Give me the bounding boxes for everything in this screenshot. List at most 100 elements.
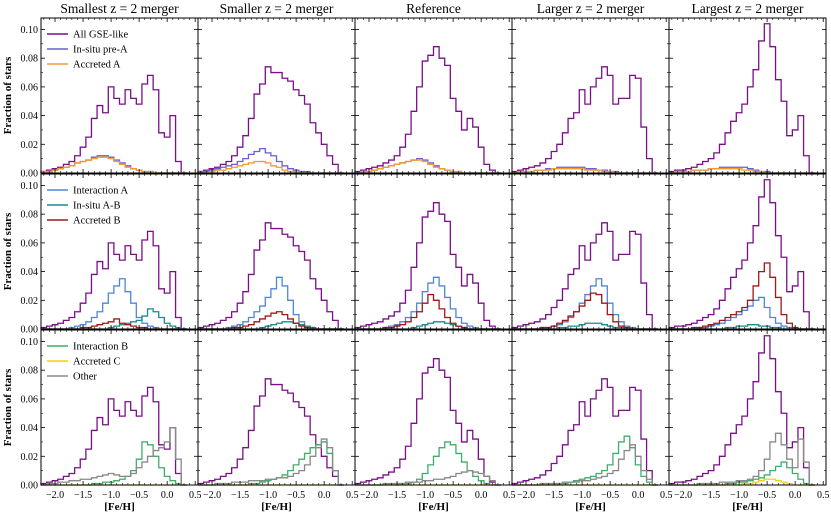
panel-r1-c5 <box>668 17 827 174</box>
series-all-gse-like-line <box>668 335 815 486</box>
x-tick-label: −0.5 <box>758 490 776 501</box>
y-tick-label: 0.10 <box>21 25 39 36</box>
series-all-gse-like-line <box>354 202 501 330</box>
series-all-gse-like-line <box>511 66 658 174</box>
panel-r2-c4 <box>511 173 670 330</box>
y-tick-label: 0.00 <box>21 481 39 492</box>
y-tick-label: 0.06 <box>21 238 39 249</box>
series-all-gse-like-line <box>511 222 658 330</box>
series-all-gse-like-line <box>354 46 501 174</box>
series-accreted-a-line <box>512 168 658 174</box>
y-tick-label: 0.02 <box>21 140 39 151</box>
legend-label-in-situ-pre-a: In-situ pre-A <box>73 45 128 56</box>
series-all-gse-like-line <box>197 378 344 486</box>
column-title-2: Smaller z = 2 merger <box>220 1 334 16</box>
y-tick-label: 0.10 <box>21 337 39 348</box>
panel-frame <box>40 173 199 330</box>
x-axis-label: [Fe/H] <box>732 501 763 513</box>
x-tick-label: 0.0 <box>161 490 174 501</box>
panel-r1-c2 <box>197 17 356 174</box>
panel-r3-c2: −2.0 −1.5 −1.0 −0.5 0.0 0.5 <box>197 329 358 501</box>
y-axis-label: Fraction of stars <box>2 368 14 446</box>
column-title-3: Reference <box>406 1 461 16</box>
panel-r1-c1: 0.00 0.02 0.04 0.06 0.08 0.10 All GSE-like In-s… <box>21 17 199 180</box>
x-tick-label: −1.0 <box>259 490 277 501</box>
x-tick-label: −1.0 <box>730 490 748 501</box>
legend-label-accreted-b: Accreted B <box>73 216 121 227</box>
x-tick-label: −0.5 <box>601 490 619 501</box>
x-tick-label: −2.0 <box>46 490 64 501</box>
x-tick-label: −1.0 <box>573 490 591 501</box>
x-axis-label: [Fe/H] <box>104 501 135 513</box>
series-other-line <box>512 444 658 486</box>
x-tick-label: 0.0 <box>632 490 645 501</box>
panel-frame <box>668 17 827 174</box>
x-tick-label: −2.0 <box>203 490 221 501</box>
series-all-gse-like-line <box>354 358 501 486</box>
panel-r2-c2 <box>197 173 356 330</box>
x-tick-label: 0.5 <box>189 490 202 501</box>
y-tick-label: 0.06 <box>21 394 39 405</box>
series-other-line <box>41 426 187 486</box>
x-tick-label: −2.0 <box>360 490 378 501</box>
y-tick-label: 0.06 <box>21 82 39 93</box>
series-all-gse-like-line <box>197 222 344 330</box>
series-all-gse-like-line <box>40 230 187 330</box>
panel-frame <box>197 173 356 330</box>
y-tick-label: 0.02 <box>21 452 39 463</box>
x-tick-label: 0.5 <box>503 490 516 501</box>
y-tick-label: 0.04 <box>21 423 39 434</box>
series-all-gse-like-line <box>668 23 815 174</box>
x-tick-label: −0.5 <box>444 490 462 501</box>
panel-r3-c1: −2.0 −1.5 −1.0 −0.5 0.0 0.5 0.00 0.02 0.04 0.06 0.… <box>21 329 202 501</box>
panel-r3-c5: −2.0 −1.5 −1.0 −0.5 0.0 0.5 <box>668 329 830 501</box>
legend-label-all-gse-like: All GSE-like <box>73 30 128 41</box>
column-title-4: Larger z = 2 merger <box>537 1 645 16</box>
x-tick-label: 0.5 <box>817 490 830 501</box>
series-all-gse-like-line <box>668 179 815 330</box>
y-tick-label: 0.00 <box>21 325 39 336</box>
x-tick-label: −1.5 <box>231 490 249 501</box>
y-tick-label: 0.08 <box>21 210 39 221</box>
x-tick-label: 0.0 <box>475 490 488 501</box>
y-tick-label: 0.04 <box>21 111 39 122</box>
x-tick-label: 0.5 <box>660 490 673 501</box>
panel-r1-c4 <box>511 17 670 174</box>
x-tick-label: 0.0 <box>318 490 331 501</box>
x-tick-label: −0.5 <box>130 490 148 501</box>
panel-frame <box>668 173 827 330</box>
series-accreted-b-line <box>669 262 815 330</box>
legend-label-accreted-a: Accreted A <box>73 60 121 71</box>
series-all-gse-like-line <box>40 74 187 174</box>
series-all-gse-like-line <box>511 378 658 486</box>
panel-frame <box>197 17 356 174</box>
panel-r3-c3: −2.0 −1.5 −1.0 −0.5 0.0 0.5 <box>354 329 516 501</box>
panel-r2-c1: 0.00 0.02 0.04 0.06 0.08 0.10 Interaction A In-… <box>21 173 199 336</box>
x-tick-label: −1.5 <box>545 490 563 501</box>
x-tick-label: −0.5 <box>287 490 305 501</box>
column-title-5: Largest z = 2 merger <box>691 1 804 16</box>
series-interaction-a-line <box>41 278 187 330</box>
series-other-line <box>198 438 344 486</box>
panel-r2-c5 <box>668 173 827 330</box>
panel-r3-c4: −2.0 −1.5 −1.0 −0.5 0.0 0.5 <box>511 329 673 501</box>
x-axis-label: [Fe/H] <box>261 501 292 513</box>
series-interaction-a-line <box>669 296 815 330</box>
y-tick-label: 0.00 <box>21 169 39 180</box>
x-axis-label: [Fe/H] <box>418 501 449 513</box>
x-tick-label: −1.5 <box>74 490 92 501</box>
panel-frame <box>668 329 827 486</box>
y-tick-label: 0.08 <box>21 54 39 65</box>
legend-label-interaction-a: Interaction A <box>73 186 129 197</box>
series-accreted-b-line <box>512 292 658 330</box>
series-all-gse-like-line <box>197 66 344 174</box>
y-tick-label: 0.04 <box>21 267 39 278</box>
series-other-line <box>669 432 815 486</box>
panel-frame <box>197 329 356 486</box>
panel-frame <box>354 17 513 174</box>
x-tick-label: −1.5 <box>702 490 720 501</box>
series-accreted-a-line <box>40 156 187 174</box>
legend-label-other: Other <box>73 372 97 383</box>
x-tick-label: −2.0 <box>517 490 535 501</box>
